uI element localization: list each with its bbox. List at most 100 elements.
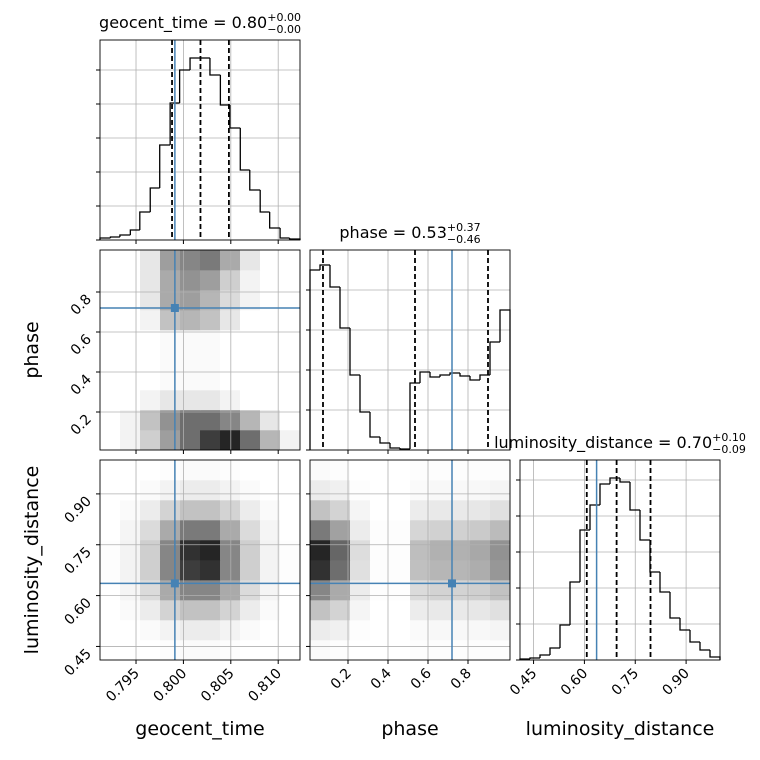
density-cell	[390, 500, 411, 521]
histogram-step	[549, 647, 560, 655]
density-cell	[100, 390, 121, 411]
density-cell	[390, 560, 411, 581]
density-cell	[490, 460, 511, 481]
histogram-step	[539, 654, 550, 658]
density-cell	[120, 390, 141, 411]
density-cell	[240, 350, 261, 371]
density-cell	[490, 620, 511, 641]
density-cell	[410, 620, 431, 641]
density-cell	[260, 270, 281, 291]
density-cell	[330, 600, 351, 621]
density-cell	[180, 330, 201, 351]
density-cell	[160, 390, 181, 411]
density-cell	[140, 370, 161, 391]
density-cell	[410, 640, 431, 661]
density-cell	[100, 600, 121, 621]
truth-marker	[448, 579, 456, 588]
density-cell	[310, 620, 331, 641]
density-cell	[220, 480, 241, 501]
density-cell	[100, 290, 121, 311]
histogram-step	[169, 102, 180, 145]
density-cell	[100, 350, 121, 371]
density-cell	[260, 430, 281, 451]
density-cell	[160, 310, 181, 331]
density-cell	[280, 330, 301, 351]
density-cell	[180, 620, 201, 641]
histogram-step	[569, 581, 580, 625]
density-cell	[390, 480, 411, 501]
density-cell	[260, 520, 281, 541]
density-cell	[100, 520, 121, 541]
histogram-step	[269, 212, 281, 229]
title-text: luminosity_distance = 0.70	[494, 433, 712, 453]
histogram-step	[209, 58, 221, 76]
density-cell	[280, 410, 301, 431]
density-cell	[120, 310, 141, 331]
histogram-step	[669, 592, 680, 619]
y-axis-label: luminosity_distance	[21, 466, 43, 655]
density-cell	[180, 270, 201, 291]
density-cell	[240, 540, 261, 561]
density-cell	[240, 250, 261, 271]
density-cell	[220, 370, 241, 391]
density-cell	[160, 250, 181, 271]
title-sub: −0.46	[447, 233, 481, 246]
density-cell	[430, 600, 451, 621]
density-cell	[100, 370, 121, 391]
density-cell	[310, 480, 331, 501]
density-cell	[160, 500, 181, 521]
panel-title: geocent_time = 0.80+0.00 −0.00	[99, 11, 301, 36]
density-cell	[350, 620, 371, 641]
density-cell	[200, 370, 221, 391]
density-cell	[120, 500, 141, 521]
histogram-step	[339, 287, 350, 329]
density-cell	[260, 370, 281, 391]
density-cell	[470, 600, 491, 621]
density-cell	[200, 390, 221, 411]
density-cell	[200, 640, 221, 661]
histogram-step	[429, 372, 440, 378]
density-cell	[200, 520, 221, 541]
density-cell	[470, 520, 491, 541]
title-sup: +0.00	[267, 11, 301, 24]
panel-frame	[519, 459, 721, 661]
density-cell	[490, 480, 511, 501]
density-cell	[120, 250, 141, 271]
histogram-step	[419, 371, 430, 383]
density-cell	[430, 540, 451, 561]
density-cell	[410, 500, 431, 521]
histogram-step	[369, 412, 380, 438]
density-cell	[280, 560, 301, 581]
histogram-step	[219, 75, 230, 106]
density-cell	[350, 520, 371, 541]
histogram-step	[379, 437, 390, 444]
density-cell	[280, 290, 301, 311]
density-cell	[350, 500, 371, 521]
density-cell	[200, 480, 221, 501]
density-cell	[220, 540, 241, 561]
density-cell	[100, 640, 121, 661]
histogram-step	[109, 236, 120, 238]
density-cell	[430, 520, 451, 541]
histogram-step	[459, 373, 470, 377]
density-cell	[180, 460, 201, 481]
density-cell	[260, 540, 281, 561]
x-axis-label: luminosity_distance	[526, 718, 715, 740]
histogram-step	[469, 376, 480, 381]
density-cell	[430, 460, 451, 481]
density-cell	[120, 330, 141, 351]
density-cell	[100, 410, 121, 431]
density-cell	[330, 540, 351, 561]
density-cell	[450, 600, 471, 621]
density-cell	[140, 390, 161, 411]
density-cell	[200, 620, 221, 641]
density-cell	[240, 520, 261, 541]
density-cell	[430, 560, 451, 581]
density-cell	[240, 620, 261, 641]
density-cell	[390, 620, 411, 641]
density-cell	[490, 640, 511, 661]
density-cell	[350, 560, 371, 581]
histogram-step	[149, 187, 160, 212]
density-cell	[430, 620, 451, 641]
panel-title: phase = 0.53+0.37 −0.46	[339, 221, 480, 246]
